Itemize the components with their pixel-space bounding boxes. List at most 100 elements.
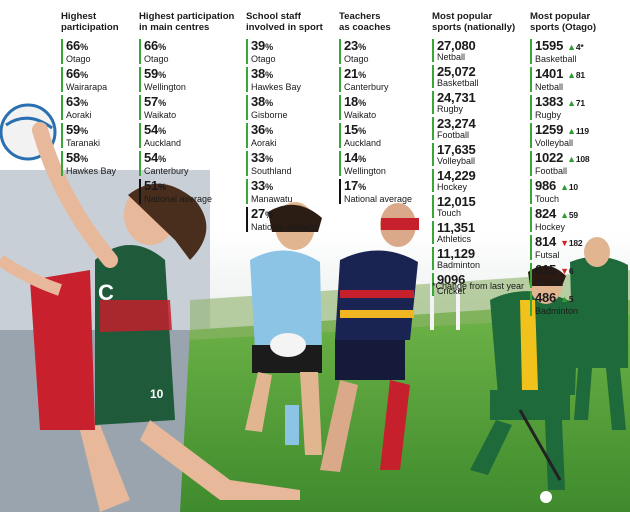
stat-value: 1401 <box>535 66 564 81</box>
stat-unit: % <box>80 126 88 136</box>
stat-value: 27 <box>251 206 266 221</box>
stat-value: 33 <box>251 150 266 165</box>
stat-label: Wellington <box>344 166 386 176</box>
stat-value: 38 <box>251 94 266 109</box>
stat-value: 14,229 <box>437 168 476 183</box>
stat-entry: 23% Otago <box>339 39 412 64</box>
green-bar <box>432 273 435 296</box>
stat-value: 24,731 <box>437 90 476 105</box>
column-heading: Highest participation in main centres <box>139 11 235 33</box>
stat-value: 1022 <box>535 150 564 165</box>
green-bar <box>246 95 249 120</box>
stat-label: Cricket <box>437 286 466 296</box>
stat-entry: 39% Otago <box>246 39 323 64</box>
green-bar <box>530 39 533 64</box>
stat-value: 814 <box>535 234 557 249</box>
stat-value: 17,635 <box>437 142 476 157</box>
stat-unit: % <box>265 154 273 164</box>
green-bar <box>61 39 64 64</box>
change-value: 5 <box>568 294 574 304</box>
stat-label: Hockey <box>535 222 566 232</box>
stat-label: Rugby <box>535 110 562 120</box>
stat-unit: % <box>265 182 273 192</box>
green-bar <box>432 221 435 244</box>
stat-unit: % <box>358 154 366 164</box>
stat-entry: 17% National average <box>339 179 412 204</box>
stat-entry: 21% Canterbury <box>339 67 412 92</box>
stat-unit: % <box>80 70 88 80</box>
stat-entry: 1595 ▲4* Basketball <box>530 39 596 64</box>
change-value: 182 <box>568 238 583 248</box>
stat-label: Football <box>535 166 568 176</box>
change-value: 6 <box>568 266 574 276</box>
stat-value: 824 <box>535 206 557 221</box>
stat-label: Hockey <box>437 182 468 192</box>
arrow-up-icon: ▲ <box>560 182 569 192</box>
stat-label: Wairarapa <box>66 82 108 92</box>
stat-label: Hawkes Bay <box>66 166 117 176</box>
stat-value: 1383 <box>535 94 564 109</box>
stat-value: 39 <box>251 38 266 53</box>
green-bar <box>339 39 342 64</box>
column-teachers-coaches: Teachers as coaches 23% Otago 21% Canterbu… <box>339 11 412 207</box>
stat-entry: 23,274 Football <box>432 117 515 140</box>
stat-entry: 1383 ▲71 Rugby <box>530 95 596 120</box>
green-bar <box>432 195 435 218</box>
stat-value: 38 <box>251 66 266 81</box>
stat-label: Rugby <box>437 104 464 114</box>
stat-unit: % <box>265 126 273 136</box>
stat-label: Gisborne <box>251 110 288 120</box>
stat-value: 57 <box>144 94 159 109</box>
stat-entry: 9096 Cricket <box>432 273 515 296</box>
green-bar <box>139 39 142 64</box>
column-main-centres: Highest participation in main centres 66… <box>139 11 235 207</box>
stat-value: 986 <box>535 178 557 193</box>
stat-entry: 615 ▼6 Cricket <box>530 263 596 288</box>
stat-unit: % <box>158 98 166 108</box>
green-bar <box>339 151 342 176</box>
stat-entry: 33% Manawatu <box>246 179 323 204</box>
stat-entry: 59% Wellington <box>139 67 234 92</box>
stat-entry: 36% Aoraki <box>246 123 323 148</box>
stat-value: 36 <box>251 122 266 137</box>
stat-label: Netball <box>437 52 466 62</box>
stat-label: Cricket <box>535 278 564 288</box>
stat-value: 1595 <box>535 38 564 53</box>
stat-value: 54 <box>144 122 159 137</box>
stat-label: National average <box>344 194 413 204</box>
stat-value: 615 <box>535 262 557 277</box>
stat-entry: 14% Wellington <box>339 151 412 176</box>
change-value: 59 <box>568 210 578 220</box>
stat-value: 15 <box>344 122 359 137</box>
stat-entry: 1259 ▲119 Volleyball <box>530 123 596 148</box>
stat-entry: 57% Waikato <box>139 95 234 120</box>
stat-label: Aoraki <box>66 110 92 120</box>
stat-value: 59 <box>144 66 159 81</box>
stat-value: 54 <box>144 150 159 165</box>
green-bar <box>61 95 64 120</box>
stat-value: 14 <box>344 150 359 165</box>
stat-entry: 66% Otago <box>139 39 234 64</box>
green-bar <box>530 95 533 120</box>
stat-entry: 824 ▲59 Hockey <box>530 207 596 232</box>
stat-value: 66 <box>144 38 159 53</box>
arrow-up-icon: ▲ <box>560 210 569 220</box>
green-bar <box>61 67 64 92</box>
stat-value: 23 <box>344 38 359 53</box>
stat-entry: 27% National average <box>246 207 323 232</box>
stat-label: Netball <box>535 82 564 92</box>
stat-unit: % <box>358 98 366 108</box>
stat-unit: % <box>358 42 366 52</box>
green-bar <box>61 151 64 176</box>
green-bar <box>530 235 533 260</box>
green-bar <box>432 143 435 166</box>
change-value: 119 <box>575 126 589 136</box>
black-bar <box>339 179 342 204</box>
stat-value: 63 <box>66 94 81 109</box>
column-popular-national: Most popular sports (nationally) 27,080 N… <box>432 11 515 299</box>
stat-unit: % <box>158 126 166 136</box>
stat-label: Volleyball <box>437 156 476 166</box>
stat-value: 11,351 <box>437 220 475 235</box>
green-bar <box>339 123 342 148</box>
